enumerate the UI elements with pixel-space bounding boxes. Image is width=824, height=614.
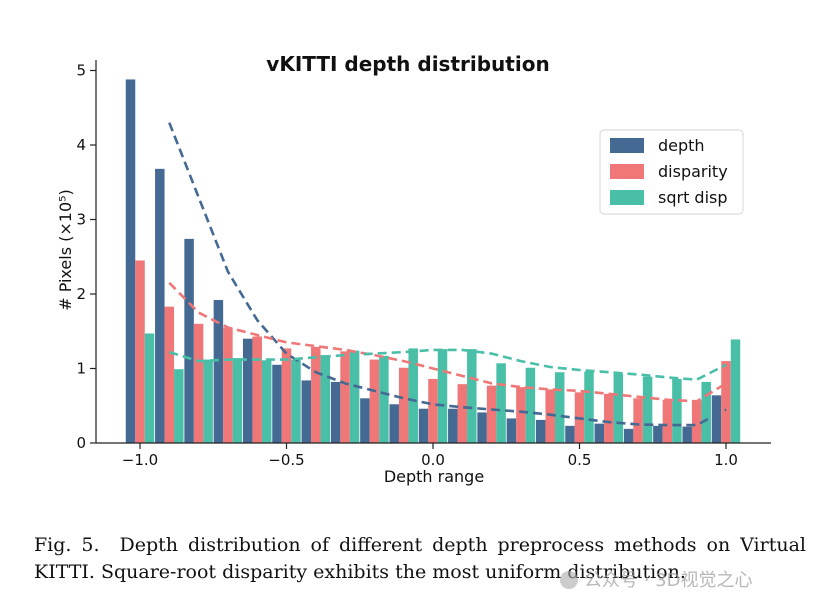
bar-disparity-14 [545, 389, 555, 443]
bar-disparity-18 [662, 399, 673, 443]
bar-sqrt-disp-0 [144, 333, 155, 443]
bar-disparity-3 [223, 327, 233, 443]
disparity-trend-line [168, 281, 727, 403]
x-tick-label-3: 0.5 [568, 451, 592, 469]
plot-area [125, 79, 741, 443]
bar-disparity-12 [486, 385, 497, 443]
bar-sqrt-disp-20 [730, 339, 741, 443]
bar-depth-17 [623, 428, 634, 443]
bar-disparity-5 [281, 348, 292, 443]
bar-sqrt-disp-2 [203, 359, 213, 443]
y-tick-label-2: 2 [76, 285, 86, 303]
bar-depth-9 [389, 404, 399, 443]
bar-depth-18 [653, 425, 663, 443]
bar-sqrt-disp-13 [525, 367, 536, 443]
bar-disparity-2 [193, 323, 204, 443]
x-tick-label-4: 1.0 [714, 451, 738, 469]
bar-depth-19 [682, 426, 692, 443]
y-tick-label-0: 0 [76, 434, 86, 452]
bar-sqrt-disp-11 [467, 349, 477, 443]
chart-title: vKITTI depth distribution [266, 52, 549, 76]
bar-disparity-7 [340, 351, 350, 443]
bar-sqrt-disp-17 [642, 376, 653, 443]
bar-depth-15 [565, 425, 575, 443]
bar-sqrt-disp-6 [320, 355, 331, 443]
bar-sqrt-disp-1 [174, 369, 184, 443]
x-axis-label: Depth range [384, 467, 484, 486]
bar-depth-1 [155, 168, 165, 443]
legend-swatch-depth [610, 138, 644, 153]
x-tick-label-1: −0.5 [268, 451, 304, 469]
depth-distribution-chart: vKITTI depth distribution −1.0 −0.5 0.0 0.5… [56, 52, 771, 486]
figure-caption: Fig. 5. Depth distribution of different … [34, 532, 806, 586]
x-tick-label-0: −1.0 [122, 451, 158, 469]
watermark-text: 公众号 · 3D视觉之心 [584, 570, 753, 591]
legend-label-disparity: disparity [658, 162, 728, 181]
caption-text: Depth distribution of different depth pr… [34, 534, 806, 583]
bar-depth-20 [711, 395, 722, 443]
bar-depth-14 [535, 419, 546, 443]
bar-sqrt-disp-7 [349, 350, 360, 443]
bar-sqrt-disp-19 [701, 381, 711, 443]
bar-sqrt-disp-15 [584, 371, 594, 443]
bar-disparity-20 [721, 361, 731, 443]
y-tick-label-4: 4 [76, 136, 86, 154]
bar-disparity-19 [691, 400, 702, 443]
y-axis-label: # Pixels (×10⁵) [56, 189, 75, 311]
bar-depth-16 [594, 423, 605, 443]
bar-disparity-13 [516, 387, 526, 443]
bar-disparity-0 [135, 260, 145, 443]
axes: −1.0 −0.5 0.0 0.5 1.0 0 1 2 3 4 5 [76, 62, 737, 470]
legend: depth disparity sqrt disp [599, 129, 744, 215]
bar-disparity-10 [428, 378, 438, 443]
bar-disparity-4 [252, 336, 262, 443]
wechat-icon [560, 571, 578, 589]
legend-swatch-sqrt-disp [610, 190, 644, 205]
bar-sqrt-disp-12 [496, 363, 506, 443]
bar-depth-3 [213, 299, 224, 443]
bar-depth-11 [448, 408, 458, 443]
bar-depth-7 [330, 381, 341, 443]
bar-sqrt-disp-9 [408, 348, 418, 443]
bar-disparity-6 [311, 346, 321, 443]
bar-depth-2 [184, 238, 194, 443]
bar-disparity-1 [164, 306, 175, 443]
bar-sqrt-disp-14 [554, 372, 565, 443]
legend-swatch-disparity [610, 164, 644, 179]
x-tick-label-2: 0.0 [421, 451, 445, 469]
bar-disparity-9 [398, 367, 409, 443]
bar-sqrt-disp-4 [261, 360, 272, 443]
y-tick-label-5: 5 [76, 62, 86, 80]
bar-depth-13 [506, 418, 517, 443]
bar-depth-0 [125, 79, 136, 443]
watermark: 公众号 · 3D视觉之心 [560, 566, 752, 592]
bar-depth-5 [272, 364, 282, 443]
legend-label-depth: depth [658, 136, 705, 155]
caption-label: Fig. 5. [34, 534, 100, 556]
y-tick-label-3: 3 [76, 211, 86, 229]
bar-sqrt-disp-5 [291, 359, 301, 443]
bar-sqrt-disp-16 [613, 373, 624, 443]
sqrt-disp-trend-line [168, 348, 727, 382]
bar-depth-10 [418, 408, 429, 443]
bar-sqrt-disp-8 [379, 355, 389, 443]
legend-label-sqrt-disp: sqrt disp [658, 188, 728, 207]
bar-disparity-8 [369, 359, 380, 443]
y-tick-label-1: 1 [76, 360, 86, 378]
bar-sqrt-disp-18 [672, 378, 682, 443]
bar-sqrt-disp-3 [232, 358, 243, 443]
bar-depth-6 [301, 380, 312, 443]
bar-disparity-16 [604, 393, 614, 443]
bar-disparity-17 [633, 398, 643, 443]
bar-disparity-11 [457, 384, 468, 443]
depth-trend-line [168, 122, 727, 427]
bar-sqrt-disp-10 [437, 349, 448, 443]
bar-depth-4 [242, 338, 253, 443]
bar-depth-8 [360, 398, 370, 443]
bar-depth-12 [477, 412, 487, 443]
